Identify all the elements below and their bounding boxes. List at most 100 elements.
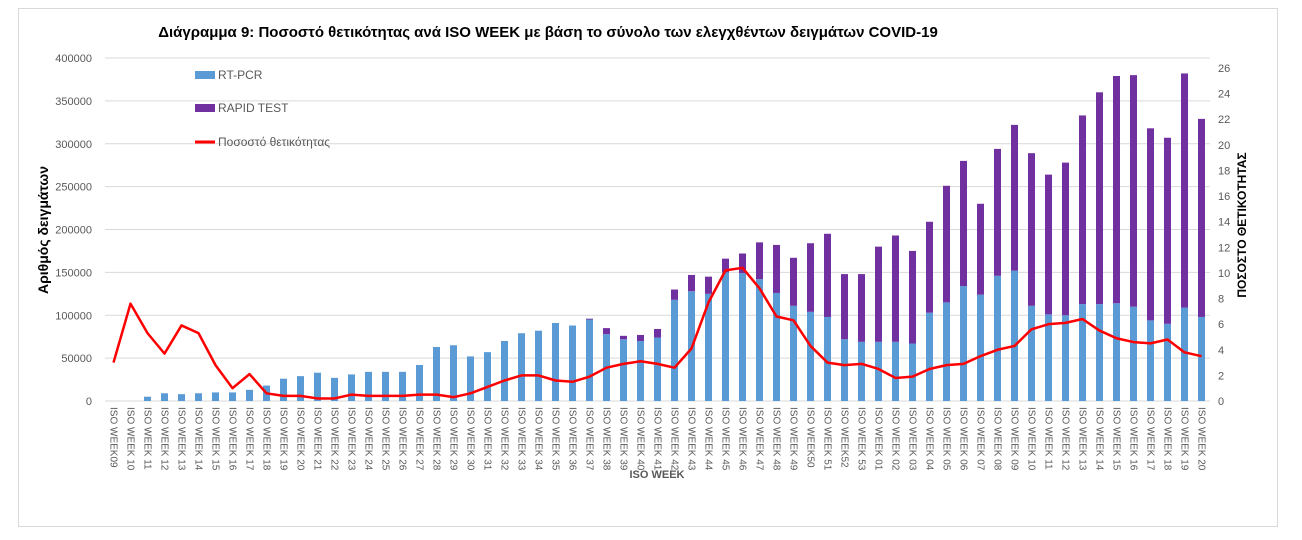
x-tick-label: ISO WEEK 15 xyxy=(210,407,221,471)
bar-rt-pcr xyxy=(586,319,593,401)
y-tick-label: 50000 xyxy=(61,353,92,365)
y-tick-label: 400000 xyxy=(55,53,92,65)
bar-rt-pcr xyxy=(722,272,729,401)
x-tick-label: ISO WEEK 24 xyxy=(363,407,374,471)
bar-rapid-test xyxy=(654,328,661,338)
bar-rt-pcr xyxy=(926,312,933,401)
x-tick-label: ISO WEEK 22 xyxy=(329,407,340,471)
x-tick-label: ISO WEEK 11 xyxy=(1043,407,1054,470)
bar-rt-pcr xyxy=(382,371,389,401)
bar-rt-pcr xyxy=(620,339,627,401)
bar-rt-pcr xyxy=(365,371,372,401)
x-tick-label: ISO WEEK 17 xyxy=(1145,407,1156,471)
legend-label-rapid: RAPID TEST xyxy=(218,101,289,115)
bar-rt-pcr xyxy=(161,393,168,401)
y2-tick-label: 22 xyxy=(1218,114,1230,126)
bar-rapid-test xyxy=(1164,137,1171,324)
bar-rapid-test xyxy=(824,233,831,317)
x-tick-label: ISO WEEK 12 xyxy=(1060,407,1071,471)
y-tick-label: 150000 xyxy=(55,267,92,279)
x-tick-label: ISO WEEK 39 xyxy=(618,407,629,471)
x-tick-label: ISO WEEK 43 xyxy=(686,407,697,471)
x-tick-label: ISO WEEK 10 xyxy=(125,407,136,471)
x-tick-label: ISO WEEK 20 xyxy=(1196,407,1207,471)
bar-rt-pcr xyxy=(212,392,219,401)
bar-rt-pcr xyxy=(195,393,202,401)
bar-rt-pcr xyxy=(1045,314,1052,401)
bar-rt-pcr xyxy=(892,341,899,401)
bar-rt-pcr xyxy=(433,346,440,401)
bar-rapid-test xyxy=(960,160,967,287)
bar-rt-pcr xyxy=(739,273,746,401)
bar-rt-pcr xyxy=(637,340,644,401)
x-tick-label: ISO WEEK 44 xyxy=(703,407,714,471)
bar-rt-pcr xyxy=(144,396,151,401)
x-tick-label: ISO WEEK 41 xyxy=(652,407,663,471)
bar-rapid-test xyxy=(1028,153,1035,306)
bar-rapid-test xyxy=(620,335,627,340)
bar-rapid-test xyxy=(994,148,1001,276)
x-tick-label: ISO WEEK 42 xyxy=(669,407,680,471)
y2-tick-label: 10 xyxy=(1218,268,1230,280)
bar-rt-pcr xyxy=(994,275,1001,401)
x-tick-label: ISO WEEK 49 xyxy=(788,407,799,471)
x-tick-label: ISO WEEK 51 xyxy=(822,407,833,471)
bar-rt-pcr xyxy=(824,316,831,401)
bar-rt-pcr xyxy=(875,341,882,401)
bar-rt-pcr xyxy=(943,302,950,401)
bar-rt-pcr xyxy=(1011,270,1018,401)
bar-rt-pcr xyxy=(1164,323,1171,401)
x-tick-label: ISO WEEK 46 xyxy=(737,407,748,471)
legend: RT-PCR RAPID TEST Ποσοστό θετικότητας xyxy=(195,68,330,149)
y2-tick-label: 14 xyxy=(1218,217,1230,229)
bar-rapid-test xyxy=(1079,115,1086,305)
x-tick-label: ISO WEEK 27 xyxy=(414,407,425,471)
legend-label-rate: Ποσοστό θετικότητας xyxy=(218,135,330,149)
bar-rt-pcr xyxy=(569,325,576,401)
bar-rt-pcr xyxy=(773,292,780,401)
bar-rt-pcr xyxy=(484,352,491,401)
bar-rt-pcr xyxy=(467,356,474,401)
x-tick-label: ISO WEEK 33 xyxy=(516,407,527,471)
y2-tick-label: 16 xyxy=(1218,191,1230,203)
x-tick-label: ISO WEEK 20 xyxy=(295,407,306,471)
bar-rt-pcr xyxy=(518,333,525,401)
x-tick-label: ISO WEEK 29 xyxy=(448,407,459,471)
bar-rapid-test xyxy=(977,203,984,295)
y-tick-label: 0 xyxy=(86,396,92,408)
x-tick-label: ISO WEEK09 xyxy=(108,407,119,468)
x-tick-label: ISO WEEK 47 xyxy=(754,407,765,471)
x-tick-label: ISO WEEK 11 xyxy=(142,407,153,470)
bar-rt-pcr xyxy=(1079,304,1086,401)
x-tick-label: ISO WEEK 25 xyxy=(380,407,391,471)
bar-rt-pcr xyxy=(1147,320,1154,401)
x-tick-label: ISO WEEK 53 xyxy=(856,407,867,471)
x-tick-label: ISO WEEK 40 xyxy=(635,407,646,471)
x-tick-label: ISO WEEK 01 xyxy=(873,407,884,471)
bar-rt-pcr xyxy=(756,279,763,401)
bar-rt-pcr xyxy=(246,389,253,401)
bar-rt-pcr xyxy=(331,377,338,401)
x-tick-label: ISO WEEK 02 xyxy=(890,407,901,471)
bar-rapid-test xyxy=(1062,162,1069,316)
x-axis-label: ISO WEEK xyxy=(629,469,684,481)
x-tick-label: ISO WEEK 17 xyxy=(244,407,255,471)
bar-rt-pcr xyxy=(841,339,848,401)
bar-rt-pcr xyxy=(705,293,712,401)
x-tick-label: ISO WEEK 13 xyxy=(1077,407,1088,471)
bar-rapid-test xyxy=(586,318,593,320)
x-tick-label: ISO WEEK 48 xyxy=(771,407,782,471)
x-tick-label: ISO WEEK 30 xyxy=(465,407,476,471)
bar-rt-pcr xyxy=(1028,305,1035,401)
y2-tick-label: 12 xyxy=(1218,242,1230,254)
x-tick-label: ISO WEEK 21 xyxy=(312,407,323,471)
x-tick-label: ISO WEEK 09 xyxy=(1009,407,1020,471)
bar-rapid-test xyxy=(1011,124,1018,271)
x-tick-label: ISO WEEK 26 xyxy=(397,407,408,471)
x-tick-label: ISO WEEK52 xyxy=(839,407,850,468)
bar-rapid-test xyxy=(637,334,644,341)
bar-rt-pcr xyxy=(858,341,865,401)
y-tick-label: 250000 xyxy=(55,182,92,194)
y2-tick-label: 24 xyxy=(1218,89,1230,101)
